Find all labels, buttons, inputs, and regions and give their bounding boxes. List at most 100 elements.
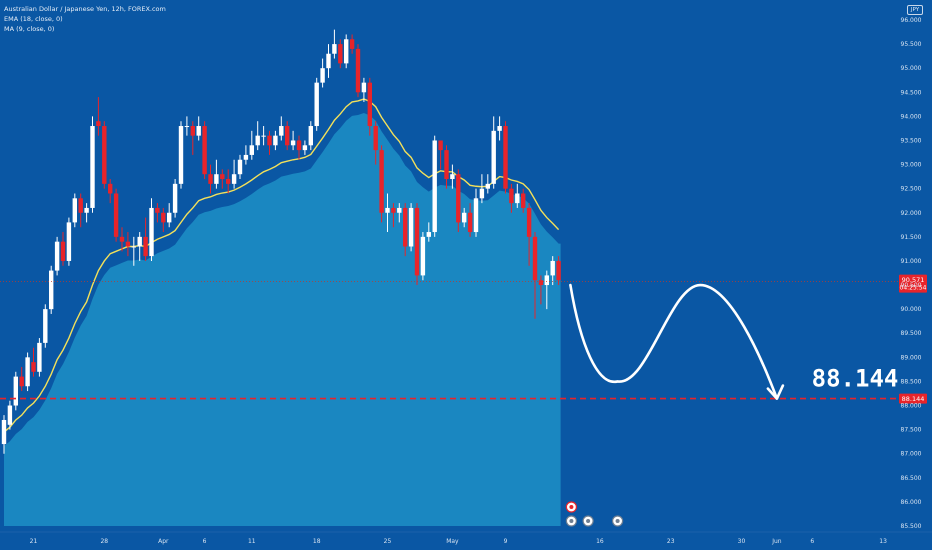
candle-body — [414, 207, 420, 276]
y-tick-label: 93.000 — [901, 162, 922, 169]
candle-body — [255, 135, 260, 146]
candle-body — [84, 207, 89, 213]
candle-body — [113, 193, 119, 237]
symbol-title[interactable]: Australian Dollar / Japanese Yen, 12h, F… — [4, 5, 166, 13]
candle-body — [379, 150, 384, 213]
event-marker-dot — [586, 519, 591, 523]
y-tick-label: 86.000 — [901, 499, 922, 506]
candle-body — [261, 135, 266, 137]
event-marker-dot — [569, 505, 574, 509]
x-tick-label: 23 — [667, 538, 675, 545]
chart-legend: Australian Dollar / Japanese Yen, 12h, F… — [4, 4, 166, 34]
candle-body — [285, 126, 290, 146]
candle-body — [202, 126, 207, 175]
area-fill — [4, 113, 561, 526]
candle-body — [220, 174, 225, 180]
candle-body — [279, 126, 284, 136]
y-tick-label: 92.500 — [901, 186, 922, 193]
ma-indicator-label[interactable]: MA (9, close, 0) — [4, 25, 55, 33]
countdown-label: 04:25:54 — [900, 285, 927, 292]
candle-body — [43, 309, 48, 343]
candle-body — [373, 126, 378, 151]
candle-body — [467, 212, 473, 233]
candle-body — [515, 193, 520, 204]
candle-body — [491, 130, 496, 184]
y-tick-label: 88.500 — [901, 378, 922, 385]
candle-body — [296, 140, 302, 151]
candle-body — [149, 207, 154, 257]
candle-body — [556, 260, 561, 281]
candle-body — [161, 212, 166, 223]
candle-body — [532, 236, 538, 281]
candle-body — [290, 140, 296, 146]
y-tick-label: 90.000 — [901, 306, 922, 313]
y-tick-label: 91.000 — [901, 258, 922, 265]
candle-body — [131, 246, 136, 248]
y-tick-label: 86.500 — [901, 475, 922, 482]
candle-body — [267, 135, 272, 146]
candle-body — [308, 126, 313, 146]
x-tick-label: 6 — [810, 538, 814, 545]
x-tick-label: 30 — [738, 538, 746, 545]
y-tick-label: 89.000 — [901, 354, 922, 361]
candle-body — [420, 236, 426, 276]
y-tick-label: 87.000 — [901, 451, 922, 458]
candle-body — [426, 232, 431, 237]
candles — [1, 29, 561, 454]
y-tick-label: 95.500 — [901, 41, 922, 48]
current-price-tag — [899, 274, 927, 293]
candle-body — [544, 275, 549, 286]
y-tick-label: 87.500 — [901, 427, 922, 434]
x-tick-label: 25 — [384, 538, 392, 545]
y-tick-label: 89.500 — [901, 330, 922, 337]
candle-body — [167, 212, 172, 223]
candle-body — [497, 126, 502, 131]
candle-body — [208, 174, 213, 184]
candle-body — [125, 241, 131, 247]
candle-body — [119, 236, 125, 242]
candle-body — [54, 241, 60, 271]
candle-body — [72, 198, 77, 223]
candle-body — [108, 183, 113, 194]
candle-body — [243, 154, 249, 160]
currency-badge[interactable]: JPY — [907, 5, 923, 15]
candle-body — [438, 140, 443, 151]
candle-body — [338, 44, 343, 64]
ema-line — [3, 98, 560, 433]
y-tick-label: 96.000 — [901, 17, 922, 24]
y-tick-label: 94.000 — [901, 113, 922, 120]
candle-body — [526, 207, 532, 237]
candle-body — [90, 126, 95, 208]
candle-body — [367, 82, 372, 127]
candle-body — [226, 179, 231, 184]
candle-body — [485, 183, 490, 189]
event-markers[interactable] — [565, 501, 624, 527]
candle-body — [190, 126, 195, 136]
candle-body — [31, 362, 36, 372]
candle-body — [196, 126, 201, 136]
candle-body — [1, 419, 7, 445]
candle-body — [237, 159, 243, 175]
candle-body — [349, 39, 355, 49]
candle-body — [550, 260, 555, 276]
x-tick-label: 13 — [879, 538, 887, 545]
candle-body — [326, 53, 331, 69]
projection-curve — [569, 283, 785, 400]
candle-body — [509, 188, 514, 204]
ema-indicator-label[interactable]: EMA (18, close, 0) — [4, 15, 63, 23]
candle-body — [214, 174, 219, 184]
candle-body — [7, 405, 13, 425]
x-tick-label: 16 — [596, 538, 604, 545]
candle-body — [361, 82, 367, 93]
candle-body — [332, 44, 337, 54]
candle-body — [49, 270, 54, 310]
price-axis[interactable]: 85.500 86.000 86.500 87.000 87.500 88.000 88.5… — [901, 17, 922, 530]
time-axis[interactable]: 21 28 Apr 6 11 18 25 May 9 16 23 30 Jun 6 13 — [0, 531, 932, 545]
candle-body — [456, 174, 461, 223]
x-tick-label: 11 — [248, 538, 256, 545]
candle-body — [403, 207, 408, 247]
candle-body — [444, 150, 449, 180]
candle-body — [385, 207, 390, 213]
